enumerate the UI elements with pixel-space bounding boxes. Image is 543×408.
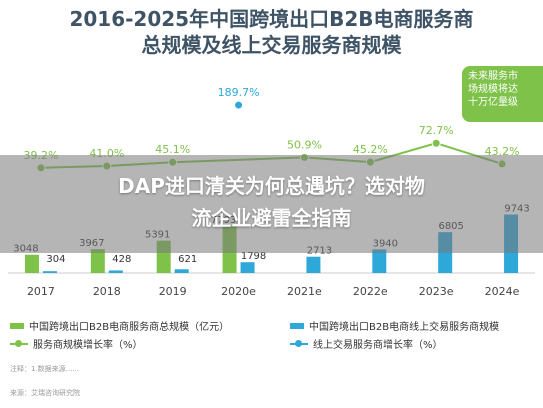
chart-title-line-1: 2016-2025年中国跨境出口B2B电商服务商 [69,7,474,31]
growth-point-online [234,100,244,110]
growth-label-total: 45.2% [353,143,388,156]
bar-total [90,249,105,273]
legend-label-online: 中国跨境出口B2B电商线上交易服务商规模 [309,322,500,333]
source-note: 来源：艾瑞咨询研究院 [10,389,80,397]
overlay-line-2: 流企业避雷全指南 [191,206,352,230]
bar-online-label: 621 [178,254,197,265]
overlay-line-1: DAP进口清关为何总遇坑？选对物 [118,174,425,198]
bar-online-label: 304 [46,254,65,265]
x-tick-label: 2020e [221,285,256,298]
legend-swatch-total [10,322,24,329]
legend-item-online: 中国跨境出口B2B电商线上交易服务商规模 [290,318,499,333]
bar-online [306,256,321,273]
bar-online [174,269,189,273]
bar-total [24,254,39,273]
legend-label-total: 中国跨境出口B2B电商服务商总规模（亿元） [29,322,230,333]
legend-swatch-growth-total [10,339,28,347]
legend-swatch-growth-online [290,339,308,347]
legend-swatch-online [290,322,304,329]
callout-line-2: 场规模将达 [468,84,518,95]
callout-box: 未来服务市 场规模将达 十万亿量级 [462,66,543,122]
x-tick-label: 2017 [27,285,55,298]
footnote: 注释：1.数据来源...... [10,365,80,373]
growth-label-total: 50.9% [287,138,322,151]
growth-point-total [431,138,441,148]
x-tick-label: 2021e [287,285,322,298]
bar-online-label: 1798 [241,251,266,262]
x-tick-label: 2019 [159,285,187,298]
growth-label-total: 45.1% [155,143,190,156]
bar-online [42,271,57,273]
legend-item-growth-online: 线上交易服务商增长率（%） [290,336,443,351]
chart-title-line-2: 总规模及线上交易服务商规模 [141,33,402,57]
legend-label-growth-total: 服务商规模增长率（%） [33,340,143,351]
x-tick-label: 2022e [353,285,388,298]
x-tick-label: 2024e [485,285,520,298]
bar-online [240,262,255,273]
x-tick-label: 2023e [419,285,454,298]
overlay-headline: DAP进口清关为何总遇坑？选对物 流企业避雷全指南 [0,170,543,234]
bar-online [372,249,387,273]
legend-item-growth-total: 服务商规模增长率（%） [10,336,143,351]
callout-line-3: 十万亿量级 [468,97,518,108]
bar-online-label: 428 [112,254,131,265]
x-tick-label: 2018 [93,285,121,298]
bar-online [108,270,123,273]
callout-line-1: 未来服务市 [468,71,518,82]
growth-label-total: 72.7% [419,124,454,137]
chart-title: 2016-2025年中国跨境出口B2B电商服务商 总规模及线上交易服务商规模 [0,6,543,58]
legend-label-growth-online: 线上交易服务商增长率（%） [313,340,443,351]
chart-legend: 中国跨境出口B2B电商服务商总规模（亿元） 中国跨境出口B2B电商线上交易服务商… [0,314,543,364]
legend-item-total: 中国跨境出口B2B电商服务商总规模（亿元） [10,318,229,333]
growth-label-total: 43.2% [485,145,520,158]
growth-label-online: 189.7% [218,86,260,99]
overlay-banner [0,155,543,253]
